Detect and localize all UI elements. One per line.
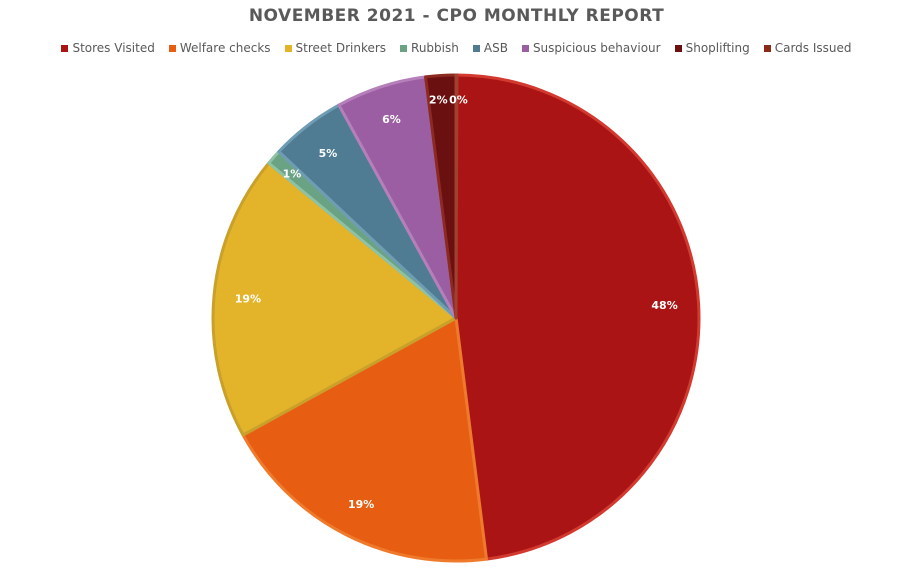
chart-title: NOVEMBER 2021 - CPO MONTHLY REPORT bbox=[248, 6, 665, 26]
legend-label: Welfare checks bbox=[179, 41, 271, 55]
legend-label: Cards Issued bbox=[774, 41, 852, 55]
data-label-street-drinkers: 19% bbox=[235, 292, 261, 305]
legend-item-suspicious-behaviour: Suspicious behaviour bbox=[521, 41, 661, 55]
data-label-cards-issued: 0% bbox=[449, 93, 468, 106]
legend-label: Shoplifting bbox=[685, 41, 750, 55]
pie-slice-street-drinkers bbox=[211, 161, 458, 437]
data-label-stores-visited: 48% bbox=[651, 299, 677, 312]
legend-label: Suspicious behaviour bbox=[532, 41, 661, 55]
data-label-welfare-checks: 19% bbox=[348, 498, 374, 511]
legend-swatch bbox=[168, 44, 176, 52]
legend-swatch bbox=[763, 44, 771, 52]
legend-item-stores-visited: Stores Visited bbox=[61, 41, 155, 55]
legend-swatch bbox=[472, 44, 480, 52]
legend-item-rubbish: Rubbish bbox=[400, 41, 459, 55]
legend-item-street-drinkers: Street Drinkers bbox=[284, 41, 387, 55]
legend-label: Street Drinkers bbox=[295, 41, 387, 55]
data-label-rubbish: 1% bbox=[283, 167, 302, 180]
legend-item-asb: ASB bbox=[472, 41, 508, 55]
pie-slice-stores-visited bbox=[454, 73, 701, 561]
legend-swatch bbox=[284, 44, 292, 52]
legend-item-welfare-checks: Welfare checks bbox=[168, 41, 271, 55]
legend-label: Rubbish bbox=[411, 41, 459, 55]
data-label-shoplifting: 2% bbox=[429, 94, 448, 107]
legend-swatch bbox=[61, 44, 69, 52]
legend: Stores Visited Welfare checks Street Drink… bbox=[0, 41, 913, 55]
legend-swatch bbox=[400, 44, 408, 52]
data-label-asb: 5% bbox=[319, 147, 338, 160]
legend-swatch bbox=[674, 44, 682, 52]
legend-item-cards-issued: Cards Issued bbox=[763, 41, 852, 55]
legend-label: ASB bbox=[483, 41, 508, 55]
legend-swatch bbox=[521, 44, 529, 52]
legend-item-shoplifting: Shoplifting bbox=[674, 41, 750, 55]
pie-slice-welfare-checks bbox=[241, 316, 488, 563]
legend-label: Stores Visited bbox=[72, 41, 155, 55]
data-label-suspicious-behaviour: 6% bbox=[382, 113, 401, 126]
pie-slice-cards-issued bbox=[454, 73, 459, 320]
